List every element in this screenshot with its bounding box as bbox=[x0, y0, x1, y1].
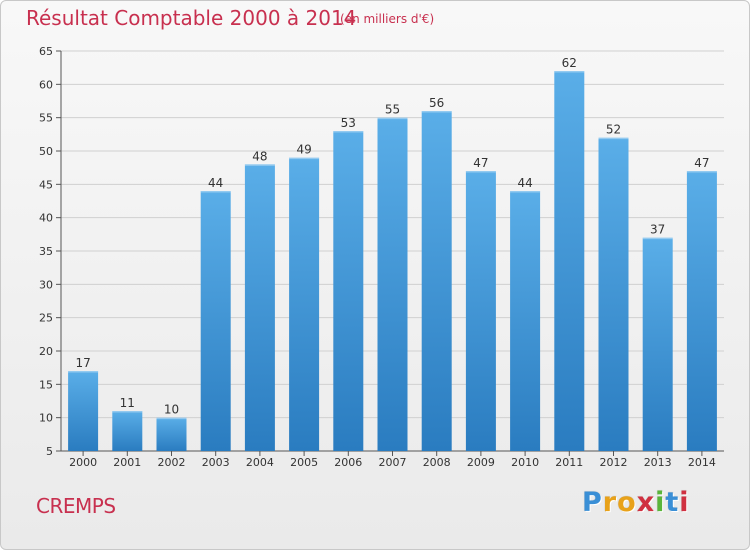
bar bbox=[642, 237, 673, 451]
bar-value-label: 17 bbox=[75, 356, 90, 370]
x-tick-label: 2010 bbox=[511, 456, 539, 469]
bar-value-label: 37 bbox=[650, 223, 665, 237]
y-tick-label: 10 bbox=[39, 412, 53, 425]
x-tick-label: 2002 bbox=[158, 456, 186, 469]
bar bbox=[686, 171, 717, 451]
bars bbox=[68, 71, 717, 452]
bar-value-label: 53 bbox=[341, 116, 356, 130]
y-tick-label: 20 bbox=[39, 345, 53, 358]
x-tick-label: 2014 bbox=[688, 456, 716, 469]
bar bbox=[421, 111, 452, 451]
bar-value-label: 10 bbox=[164, 403, 179, 417]
logo-letter: i bbox=[679, 487, 690, 518]
y-tick-label: 15 bbox=[39, 378, 53, 391]
x-tick-label: 2009 bbox=[467, 456, 495, 469]
bar-highlight bbox=[377, 117, 408, 120]
place-name: CREMPS bbox=[36, 494, 116, 518]
bar-highlight bbox=[554, 71, 585, 73]
logo-letter: o bbox=[617, 487, 637, 518]
x-tick-label: 2007 bbox=[379, 456, 407, 469]
bar bbox=[510, 191, 541, 451]
bar-highlight bbox=[598, 137, 629, 140]
logo-letter: x bbox=[636, 487, 656, 518]
y-tick-label: 5 bbox=[46, 445, 53, 458]
bar-highlight bbox=[642, 237, 673, 240]
x-tick-label: 2000 bbox=[69, 456, 97, 469]
proxiti-logo: Proxiti bbox=[582, 487, 690, 518]
chart-title: Résultat Comptable 2000 à 2014 bbox=[26, 6, 357, 30]
x-tick-label: 2004 bbox=[246, 456, 274, 469]
logo-letter: P bbox=[582, 487, 603, 518]
x-tick-label: 2006 bbox=[334, 456, 362, 469]
bar bbox=[333, 131, 364, 451]
y-tick-label: 60 bbox=[39, 78, 53, 91]
bar-highlight bbox=[510, 191, 541, 193]
bar bbox=[598, 137, 629, 451]
bar-highlight bbox=[156, 417, 187, 420]
x-tick-label: 2003 bbox=[202, 456, 230, 469]
x-tick-label: 2012 bbox=[600, 456, 628, 469]
bar bbox=[465, 171, 496, 451]
y-tick-label: 30 bbox=[39, 278, 53, 291]
x-tick-label: 2013 bbox=[644, 456, 672, 469]
chart-subtitle: (en milliers d'€) bbox=[340, 12, 435, 26]
bar-value-label: 44 bbox=[517, 176, 532, 190]
y-tick-label: 40 bbox=[39, 212, 53, 225]
bar-value-label: 11 bbox=[120, 396, 135, 410]
x-tick-label: 2008 bbox=[423, 456, 451, 469]
x-tick-label: 2011 bbox=[555, 456, 583, 469]
bar-value-label: 47 bbox=[694, 156, 709, 170]
bar-highlight bbox=[289, 157, 320, 160]
bar bbox=[68, 371, 99, 451]
bar-highlight bbox=[421, 111, 452, 113]
bar-highlight bbox=[112, 411, 143, 413]
bar-value-label: 48 bbox=[252, 149, 267, 163]
logo-letter: i bbox=[655, 487, 666, 518]
bar-value-label: 52 bbox=[606, 123, 621, 137]
logo-letter: t bbox=[665, 487, 680, 518]
bar-value-label: 47 bbox=[473, 156, 488, 170]
bar-highlight bbox=[465, 171, 496, 173]
bar bbox=[244, 164, 275, 452]
bar bbox=[156, 417, 187, 451]
y-tick-label: 55 bbox=[39, 112, 53, 125]
bar bbox=[377, 117, 408, 452]
y-tick-label: 45 bbox=[39, 178, 53, 191]
bar-highlight bbox=[244, 164, 275, 166]
bar-highlight bbox=[200, 191, 231, 193]
x-tick-labels: 2000 2001 2002 2003 2004 2005 2006 2007 2008 2009… bbox=[69, 451, 716, 469]
bar-value-label: 56 bbox=[429, 96, 444, 110]
bar-value-label: 44 bbox=[208, 176, 223, 190]
bar-value-label: 55 bbox=[385, 103, 400, 117]
logo-letter: r bbox=[602, 487, 618, 518]
y-tick-label: 25 bbox=[39, 312, 53, 325]
y-tick-label: 35 bbox=[39, 245, 53, 258]
bar bbox=[200, 191, 231, 451]
bar bbox=[112, 411, 143, 451]
value-labels: 17 11 10 44 48 49 53 55 56 47 44 62 52 37 47 bbox=[75, 56, 709, 417]
bar-value-label: 62 bbox=[562, 56, 577, 70]
bar-value-label: 49 bbox=[296, 143, 311, 157]
bar bbox=[554, 71, 585, 451]
x-tick-label: 2005 bbox=[290, 456, 318, 469]
y-tick-labels: 5 10 15 20 25 30 35 40 45 50 55 60 65 bbox=[39, 45, 53, 458]
bar-highlight bbox=[686, 171, 717, 173]
y-tick-label: 50 bbox=[39, 145, 53, 158]
y-tick-label: 65 bbox=[39, 45, 53, 58]
x-tick-label: 2001 bbox=[113, 456, 141, 469]
bar bbox=[289, 157, 320, 451]
bar-highlight bbox=[68, 371, 99, 373]
bar-highlight bbox=[333, 131, 364, 133]
